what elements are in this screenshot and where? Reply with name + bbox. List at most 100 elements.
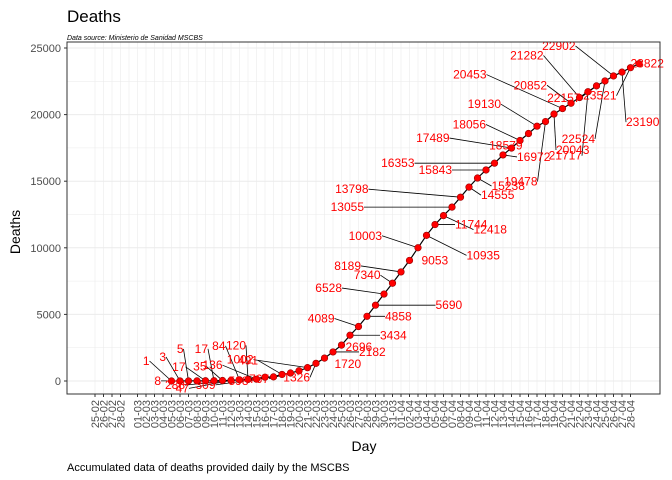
data-point [354, 322, 363, 331]
x-tick-label: 22-04 [575, 400, 587, 428]
panel-border [66, 41, 661, 395]
label-leader [621, 72, 627, 123]
label-leader [341, 287, 385, 295]
data-point [490, 159, 499, 167]
label-leader [183, 348, 189, 381]
data-point [592, 82, 601, 90]
data-point [575, 93, 584, 102]
x-tick-label: 28-03 [362, 400, 374, 428]
x-tick-label: 17-03 [269, 400, 281, 428]
data-label: 4089 [308, 312, 335, 326]
data-point [176, 377, 184, 385]
label-leader [485, 124, 521, 141]
y-axis-title: Deaths [7, 210, 23, 254]
x-tick-label: 02-04 [405, 400, 417, 428]
data-label: 8 [154, 374, 161, 388]
x-tick-label: 27-03 [354, 400, 366, 428]
data-label: 491 [238, 353, 258, 367]
x-tick-label: 30-03 [379, 400, 391, 428]
y-tick-label: 15000 [30, 176, 61, 188]
x-tick-label: 03-03 [150, 400, 162, 428]
y-tick-label: 10000 [30, 243, 61, 255]
y-tick-label: 25000 [30, 43, 61, 55]
label-leader [165, 356, 181, 382]
data-point [303, 364, 312, 372]
data-point [439, 211, 448, 220]
label-leader [426, 234, 467, 256]
data-label: 20453 [453, 68, 487, 82]
data-label: 23822 [631, 57, 665, 71]
data-point [541, 117, 550, 126]
label-leader [594, 80, 606, 140]
label-leader [149, 360, 172, 382]
x-tick-label: 08-04 [456, 400, 468, 428]
label-leader [575, 45, 614, 77]
data-label: 309 [195, 378, 215, 392]
data-point [346, 331, 354, 339]
x-tick-label: 23-03 [320, 400, 332, 428]
label-leader [334, 318, 359, 327]
x-tick-label: 19-04 [549, 400, 561, 428]
data-label: 84 [212, 339, 226, 353]
data-point [448, 203, 456, 211]
x-tick-label: 14-03 [243, 400, 255, 428]
label-leader [253, 359, 308, 369]
x-tick-label: 12-04 [490, 400, 502, 428]
x-tick-label: 03-04 [413, 400, 425, 428]
data-label: 17 [195, 342, 209, 356]
grid-minor [67, 81, 660, 348]
label-leader [207, 348, 215, 381]
data-label: 15238 [492, 179, 526, 193]
chart-caption: Accumulated data of deaths provided dail… [67, 462, 350, 474]
data-point [201, 377, 210, 385]
x-tick-label: 01-04 [396, 400, 408, 428]
data-point [286, 369, 295, 377]
data-point [329, 348, 337, 356]
data-label: 136 [202, 358, 222, 372]
data-point [465, 183, 473, 191]
x-tick-label: 28-02 [116, 400, 128, 428]
y-tick-label: 20000 [30, 110, 61, 122]
data-label: 22902 [542, 39, 576, 53]
x-tick-label: 25-04 [600, 400, 612, 428]
x-tick-label: 31-03 [388, 400, 400, 428]
data-label: 7340 [354, 268, 381, 282]
label-leader [225, 345, 240, 381]
x-tick-label: 08-03 [192, 400, 204, 428]
data-point [320, 354, 329, 362]
data-label: 2182 [359, 345, 386, 359]
data-point [456, 193, 465, 201]
x-tick-label: 22-03 [311, 400, 323, 428]
data-label: 47 [176, 381, 190, 395]
x-tick-label: 07-03 [184, 400, 196, 428]
x-tick-label: 15-04 [515, 400, 527, 428]
data-point [499, 151, 507, 159]
grid-major [67, 42, 660, 394]
x-tick-label: 18-04 [541, 400, 553, 428]
data-point [422, 231, 431, 239]
data-point [388, 279, 397, 287]
data-point [371, 301, 380, 309]
data-point [405, 256, 414, 265]
x-tick-label: 26-03 [345, 400, 357, 428]
data-point [261, 373, 269, 381]
label-leader [443, 215, 474, 230]
label-leader [500, 103, 538, 127]
data-label: 22524 [562, 132, 596, 146]
data-point [269, 373, 278, 381]
x-tick-label: 29-03 [371, 400, 383, 428]
data-point [363, 312, 371, 320]
data-point [516, 136, 524, 145]
data-point [584, 88, 592, 96]
x-tick-label: 13-03 [235, 400, 247, 428]
x-tick-label: 24-04 [592, 400, 604, 428]
x-tick-label: 19-03 [286, 400, 298, 428]
chart-title: Deaths [67, 7, 121, 26]
data-point [414, 244, 422, 252]
label-leader [185, 366, 206, 382]
chart-subtitle: Data source: Ministerio de Sanidad MSCBS [67, 35, 203, 42]
data-point [601, 77, 609, 85]
x-tick-label: 25-02 [90, 400, 102, 428]
data-label: 21717 [549, 149, 583, 163]
